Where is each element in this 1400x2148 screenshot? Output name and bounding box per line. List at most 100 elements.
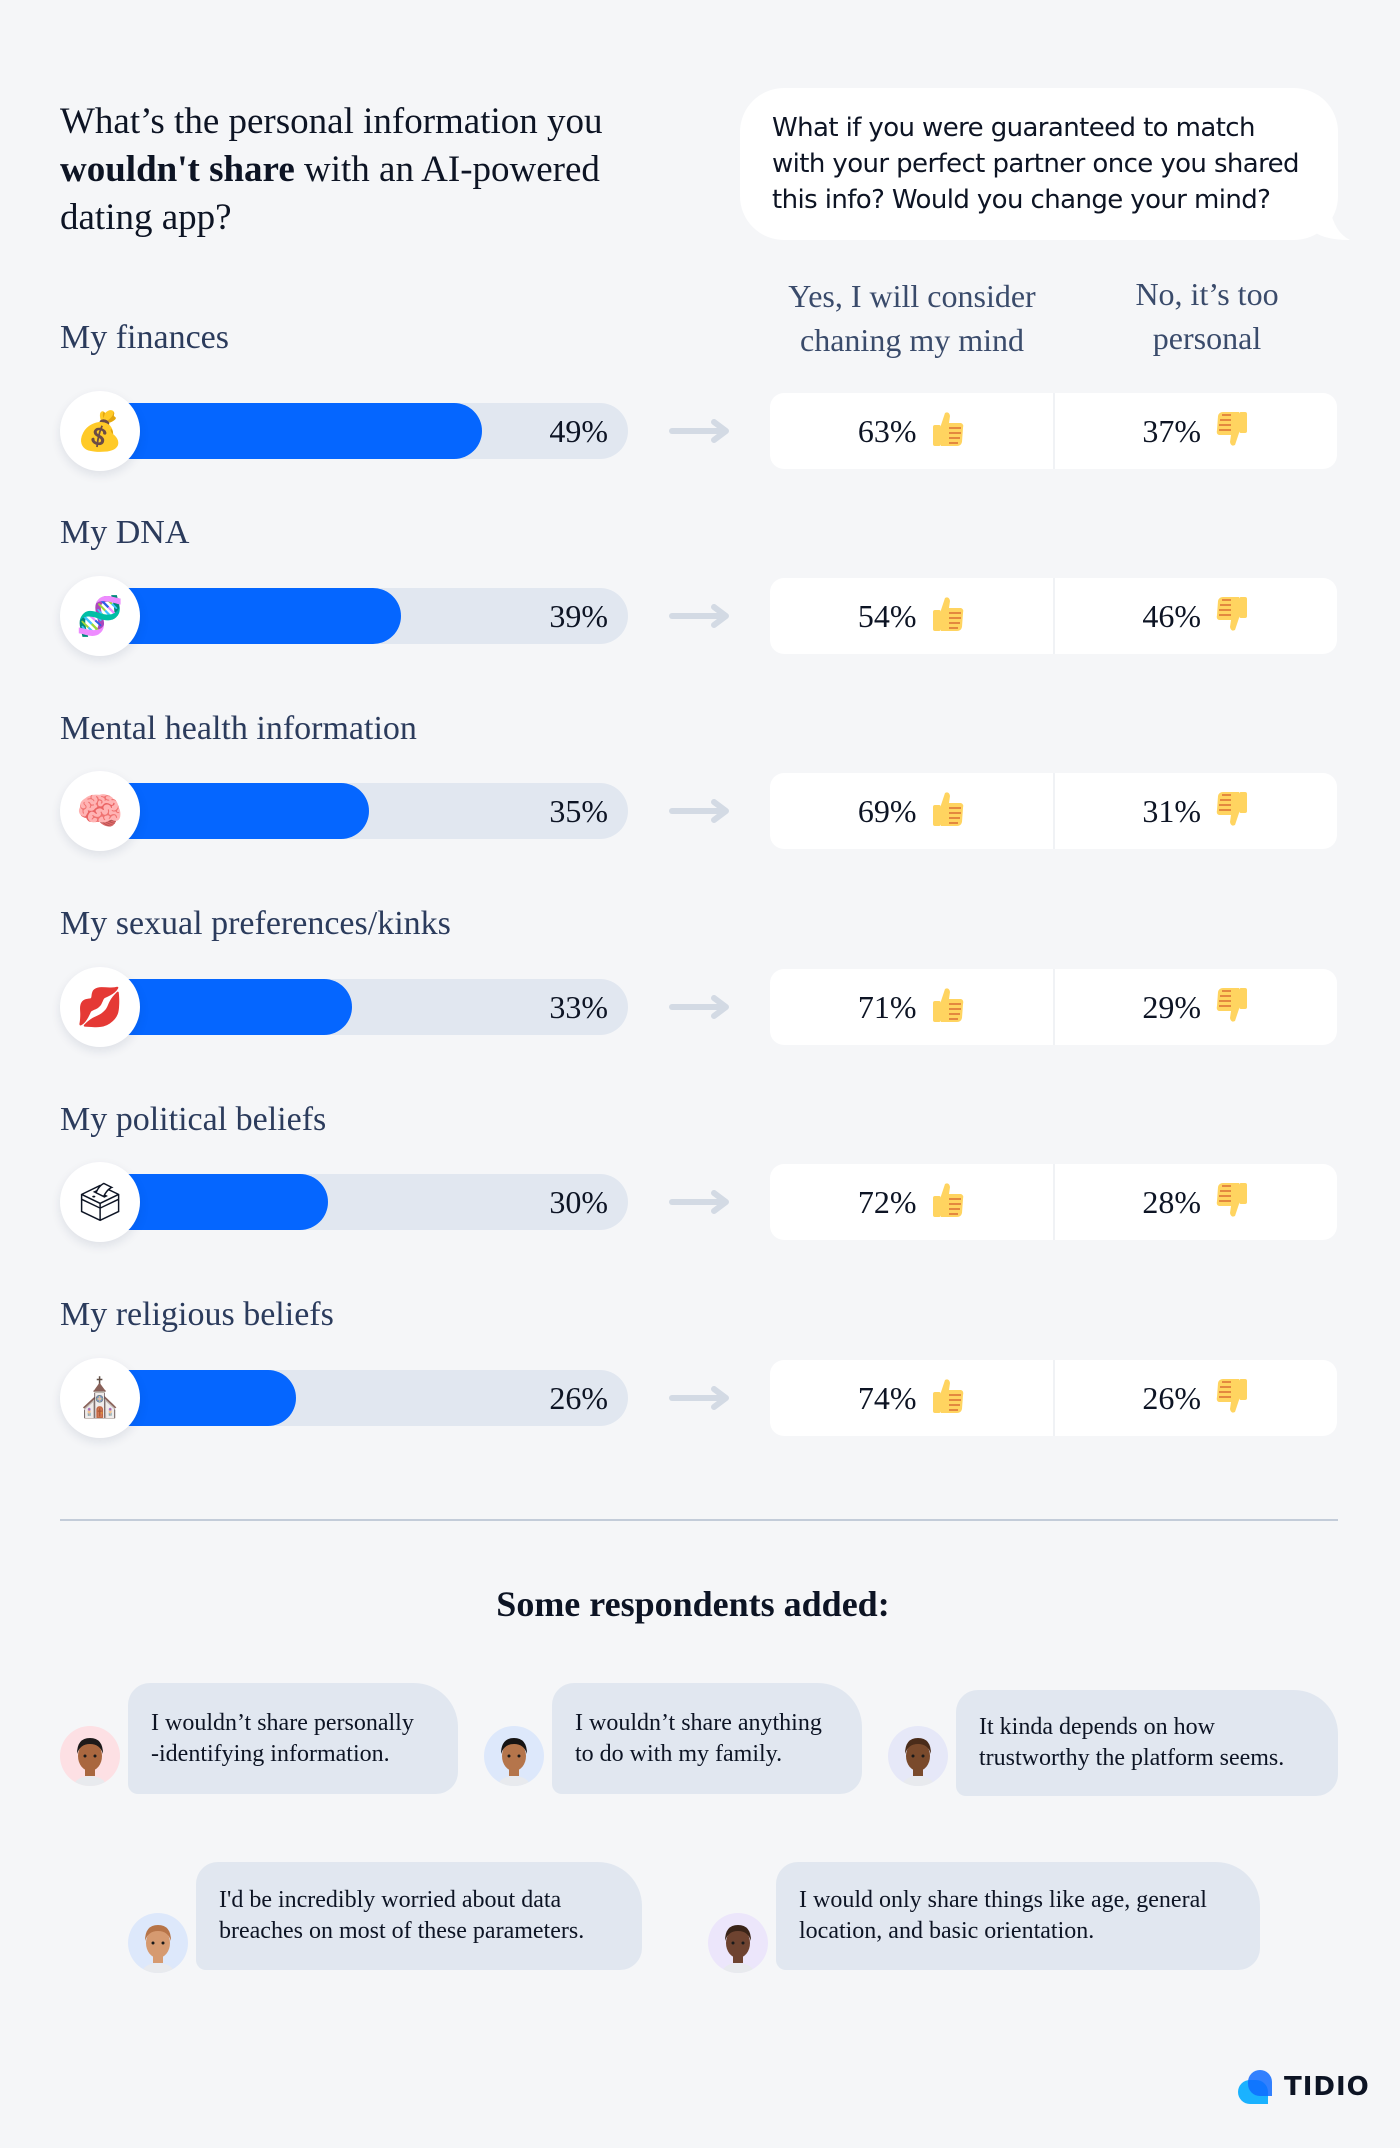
thumbs-up-icon <box>931 791 965 831</box>
column-header-no: No, it’s too personal <box>1135 276 1279 356</box>
arrow-right-icon <box>668 419 732 443</box>
yes-value: 74% <box>857 1379 917 1416</box>
bar-value: 35% <box>549 793 608 829</box>
bar-fill <box>85 403 482 459</box>
avatar <box>888 1726 948 1786</box>
arrow-right-icon <box>668 1190 732 1214</box>
thumbs-up-icon <box>931 987 965 1027</box>
row-label: My sexual preferences/kinks <box>60 905 451 942</box>
bar-track: 49% <box>85 403 628 459</box>
no-value: 29% <box>1142 988 1202 1025</box>
column-header-yes: Yes, I will consider chaning my mind <box>788 278 1036 358</box>
thumbs-down-icon <box>1215 1182 1249 1222</box>
no-cell: 46% <box>1052 578 1338 654</box>
quote-line: It kinda depends on how <box>979 1714 1215 1740</box>
emphasis: wouldn't share <box>60 149 295 190</box>
quote-bubble: I wouldn’t share anything to do with my f… <box>552 1683 862 1794</box>
response-card: 54% 46% <box>770 578 1337 654</box>
quote-line: I would only share things like age, gene… <box>799 1887 1207 1913</box>
bar-track: 39% <box>85 588 628 644</box>
yes-cell: 72% <box>770 1164 1053 1240</box>
yes-value: 54% <box>857 597 917 634</box>
thumbs-up-icon <box>931 411 965 451</box>
arrow-right-icon <box>668 604 732 628</box>
quote-line: -identifying information. <box>151 1740 390 1767</box>
no-cell: 29% <box>1052 969 1338 1045</box>
quote-bubble: I wouldn’t share personally -identifying … <box>128 1683 458 1794</box>
row-label: My political beliefs <box>60 1101 327 1138</box>
response-card: 71% 29% <box>770 969 1337 1045</box>
response-card: 74% 26% <box>770 1360 1337 1436</box>
arrow-right-icon <box>668 799 732 823</box>
no-cell: 31% <box>1052 773 1338 849</box>
no-value: 31% <box>1142 792 1202 829</box>
row-label: My religious beliefs <box>60 1296 334 1333</box>
avatar <box>128 1913 188 1973</box>
no-value: 28% <box>1142 1183 1202 1220</box>
yes-value: 69% <box>857 792 917 829</box>
thumbs-down-icon <box>1215 411 1249 451</box>
yes-value: 71% <box>857 988 917 1025</box>
quote-bubble: I would only share things like age, gene… <box>776 1862 1260 1970</box>
bar-track: 33% <box>85 979 628 1035</box>
response-card: 69% 31% <box>770 773 1337 849</box>
quote-line: breaches on most of these parameters. <box>219 1918 585 1944</box>
no-value: 37% <box>1142 412 1202 449</box>
no-cell: 28% <box>1052 1164 1338 1240</box>
church-icon: ⛪ <box>60 1358 140 1438</box>
bar-track: 26% <box>85 1370 628 1426</box>
yes-value: 63% <box>857 412 917 449</box>
response-card: 63% 37% <box>770 393 1337 469</box>
thumbs-up-icon <box>931 1182 965 1222</box>
thumbs-down-icon <box>1215 791 1249 831</box>
brain-icon: 🧠 <box>60 771 140 851</box>
bar-value: 30% <box>549 1184 608 1220</box>
no-cell: 26% <box>1052 1360 1338 1436</box>
bar-value: 33% <box>549 989 608 1025</box>
quote-line: I wouldn’t share personally <box>151 1709 414 1736</box>
quote-line: location, and basic orientation. <box>799 1918 1095 1944</box>
yes-cell: 71% <box>770 969 1053 1045</box>
quotes-title: Some respondents added: <box>496 1584 890 1624</box>
bubble-tail-icon <box>1310 208 1350 240</box>
bar-value: 49% <box>549 413 608 449</box>
yes-cell: 69% <box>770 773 1053 849</box>
quote-line: trustworthy the platform seems. <box>979 1745 1285 1771</box>
thumbs-down-icon <box>1215 1378 1249 1418</box>
no-cell: 37% <box>1052 393 1338 469</box>
followup-bubble: What if you were guaranteed to match wit… <box>740 88 1338 240</box>
section-divider <box>60 1519 1338 1521</box>
brand-name: TIDIO <box>1284 2072 1370 2102</box>
main-question: What’s the personal information you woul… <box>60 101 603 238</box>
row-label: Mental health information <box>60 710 417 747</box>
row-label: My finances <box>60 319 230 356</box>
thumbs-up-icon <box>931 1378 965 1418</box>
avatar <box>60 1726 120 1786</box>
quote-line: to do with my family. <box>575 1740 783 1767</box>
followup-question: What if you were guaranteed to match wit… <box>772 113 1300 215</box>
dna-icon: 🧬 <box>60 576 140 656</box>
yes-value: 72% <box>857 1183 917 1220</box>
yes-cell: 54% <box>770 578 1053 654</box>
no-value: 26% <box>1142 1379 1202 1416</box>
avatar <box>708 1913 768 1973</box>
avatar <box>484 1726 544 1786</box>
bar-track: 35% <box>85 783 628 839</box>
quote-bubble: I'd be incredibly worried about data brea… <box>196 1862 642 1970</box>
yes-cell: 63% <box>770 393 1053 469</box>
bar-track: 30% <box>85 1174 628 1230</box>
kiss-mark-icon: 💋 <box>60 967 140 1047</box>
quote-line: I wouldn’t share anything <box>575 1709 822 1736</box>
yes-cell: 74% <box>770 1360 1053 1436</box>
row-label: My DNA <box>60 514 190 551</box>
tidio-logo: TIDIO <box>1236 2068 1370 2106</box>
response-card: 72% 28% <box>770 1164 1337 1240</box>
money-bag-icon: 💰 <box>60 391 140 471</box>
thumbs-down-icon <box>1215 987 1249 1027</box>
arrow-right-icon <box>668 995 732 1019</box>
arrow-right-icon <box>668 1386 732 1410</box>
bar-value: 26% <box>549 1380 608 1416</box>
no-value: 46% <box>1142 597 1202 634</box>
thumbs-up-icon <box>931 596 965 636</box>
ballot-box-icon: 🗳 <box>60 1162 140 1242</box>
